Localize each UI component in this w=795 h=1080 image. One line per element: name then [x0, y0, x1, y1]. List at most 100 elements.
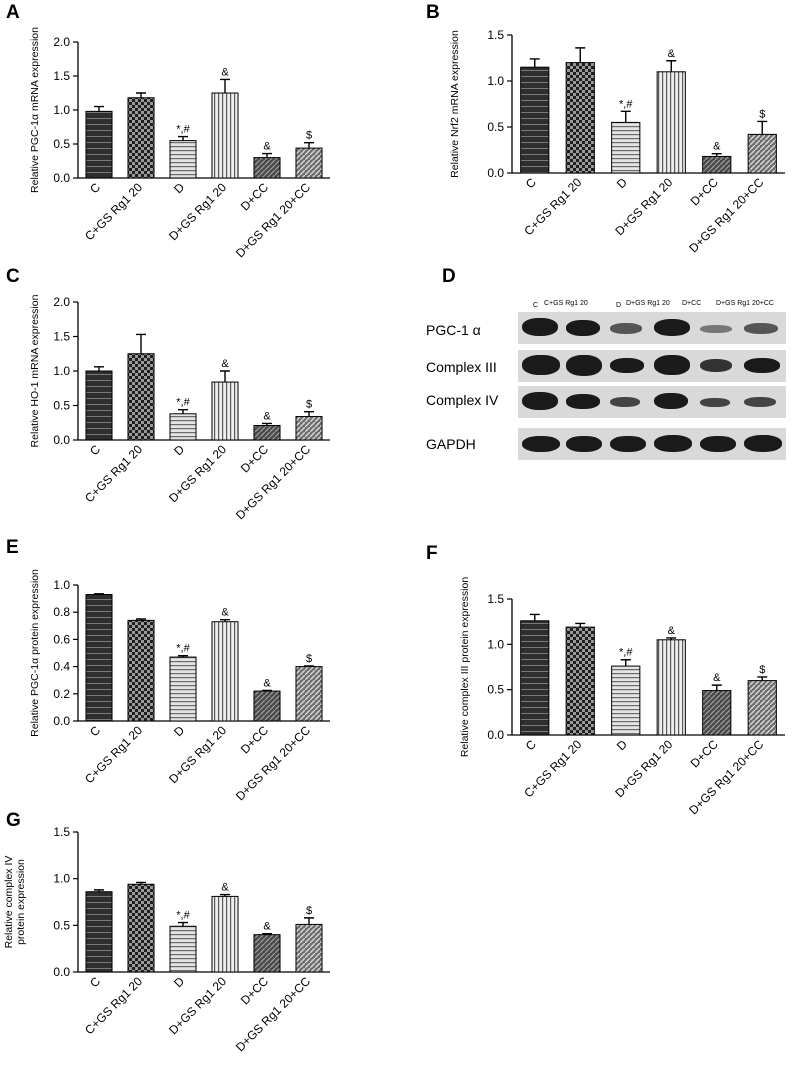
bar	[702, 155, 732, 174]
panel-c: C 0.0 0.5 1.0 1.5 2.0 Relative HO-1 mRNA expr…	[0, 262, 340, 537]
panel-e-label: E	[6, 537, 19, 558]
panel-b-label: B	[426, 2, 440, 23]
bar	[127, 619, 155, 722]
error-bar	[757, 120, 768, 135]
bar	[253, 425, 281, 441]
significance-label: &	[221, 607, 229, 619]
lane-label: C+GS Rg1 20	[544, 300, 588, 307]
bar	[295, 923, 323, 973]
error-bar	[220, 618, 230, 622]
error-bar	[178, 135, 188, 141]
panel-g: G 0.0 0.5 1.0 1.5 Relative complex IV protein…	[0, 808, 340, 1078]
lane-label: D	[616, 302, 622, 309]
x-tick-label: C	[87, 974, 103, 990]
y-tick-label: 1.5	[487, 28, 504, 42]
panel-a: A 0.0 0.5 1.0 1.5 2.0 Relative PGC-1α mRNA ex…	[0, 0, 340, 260]
error-bar	[178, 921, 188, 927]
blot-band	[744, 323, 778, 334]
bar	[611, 121, 641, 174]
y-axis-label: Relative PGC-1α protein expression	[29, 569, 41, 737]
bar	[253, 690, 281, 722]
lane-label: D+GS Rg1 20	[626, 300, 670, 307]
error-bar	[262, 689, 272, 692]
x-tick-label: D+CC	[238, 442, 271, 475]
error-bar	[178, 655, 188, 658]
bar	[211, 621, 239, 722]
bar	[747, 680, 777, 736]
significance-label: &	[221, 358, 229, 370]
y-axis-label: Relative complex IV	[3, 856, 15, 949]
y-tick-label: 0.8	[53, 605, 70, 619]
error-bar	[575, 622, 586, 628]
bar	[127, 97, 155, 179]
bar	[169, 925, 197, 973]
bar	[565, 626, 595, 736]
x-tick-label: C	[523, 175, 539, 191]
y-tick-label: 1.0	[53, 872, 70, 886]
blot-row-label: Complex IV	[426, 392, 499, 408]
y-tick-label: 0.0	[53, 433, 70, 447]
blot-band	[522, 355, 560, 375]
lane-label: C	[533, 302, 539, 309]
blot-strip-complex-iii	[518, 350, 786, 382]
y-tick-label: 0.5	[53, 399, 70, 413]
x-tick-label: D+CC	[238, 974, 271, 1007]
blot-band	[654, 319, 690, 336]
x-tick-label: D	[614, 737, 630, 753]
panel-f: F 0.0 0.5 1.0 1.5 Relative complex III prote…	[420, 535, 790, 875]
significance-label: *,#	[176, 124, 190, 136]
panel-b: B 0.0 0.5 1.0 1.5 Relative Nrf2 mRNA express…	[420, 0, 790, 262]
error-bar	[529, 613, 540, 621]
bar	[85, 110, 113, 179]
panel-d-label: D	[442, 266, 456, 287]
blot-strip-complex-iv	[518, 386, 786, 418]
y-tick-label: 0.2	[53, 687, 70, 701]
y-tick-label: 0.5	[53, 918, 70, 932]
bar	[520, 66, 550, 174]
significance-label: &	[668, 625, 676, 637]
blot-band	[654, 435, 692, 452]
y-tick-label: 1.5	[53, 825, 70, 839]
y-tick-label: 1.0	[53, 578, 70, 592]
error-bar	[94, 889, 104, 892]
y-axis-label: Relative complex III protein expression	[459, 577, 471, 757]
error-bar	[304, 917, 314, 925]
blot-band	[522, 318, 558, 336]
blot-band	[700, 436, 736, 452]
x-tick-label: C	[523, 737, 539, 753]
error-bar	[529, 58, 540, 68]
y-tick-label: 0.0	[53, 714, 70, 728]
blot-band	[566, 436, 602, 452]
error-bar	[262, 422, 272, 426]
y-tick-label: 0.0	[487, 166, 504, 180]
error-bar	[620, 659, 631, 667]
x-tick-label: D+CC	[688, 175, 721, 208]
significance-label: &	[221, 882, 229, 894]
chart-g: 0.0 0.5 1.0 1.5 Relative complex IV protein e…	[3, 825, 330, 1054]
error-bar	[220, 78, 230, 93]
blot-strip-pgc1a	[518, 312, 786, 344]
blot-band	[610, 358, 644, 373]
bar	[656, 639, 686, 736]
blot-band	[610, 323, 642, 334]
blot-row-label: Complex III	[426, 359, 497, 375]
lane-label: D+GS Rg1 20+CC	[716, 300, 774, 307]
x-tick-label: C	[87, 180, 103, 196]
x-tick-label: D	[171, 442, 187, 458]
blot-band	[654, 355, 690, 375]
bar	[169, 413, 197, 441]
bar	[520, 620, 550, 736]
x-tick-label: D+CC	[238, 723, 271, 756]
significance-label: *,#	[619, 647, 633, 659]
y-tick-label: 0.0	[487, 728, 504, 742]
blot-strip-gapdh	[518, 428, 786, 460]
bar	[127, 883, 155, 973]
chart-e: 0.0 0.2 0.4 0.6 0.8 1.0 Relative PGC-1α protei…	[29, 569, 330, 803]
significance-label: &	[713, 672, 721, 684]
blot-band	[522, 436, 560, 452]
y-tick-label: 1.0	[487, 637, 504, 651]
error-bar	[136, 881, 146, 885]
panel-f-label: F	[426, 543, 438, 564]
chart-a: 0.0 0.5 1.0 1.5 2.0 Relative PGC-1α mRNA expr…	[29, 27, 330, 260]
blot-band	[744, 397, 776, 407]
